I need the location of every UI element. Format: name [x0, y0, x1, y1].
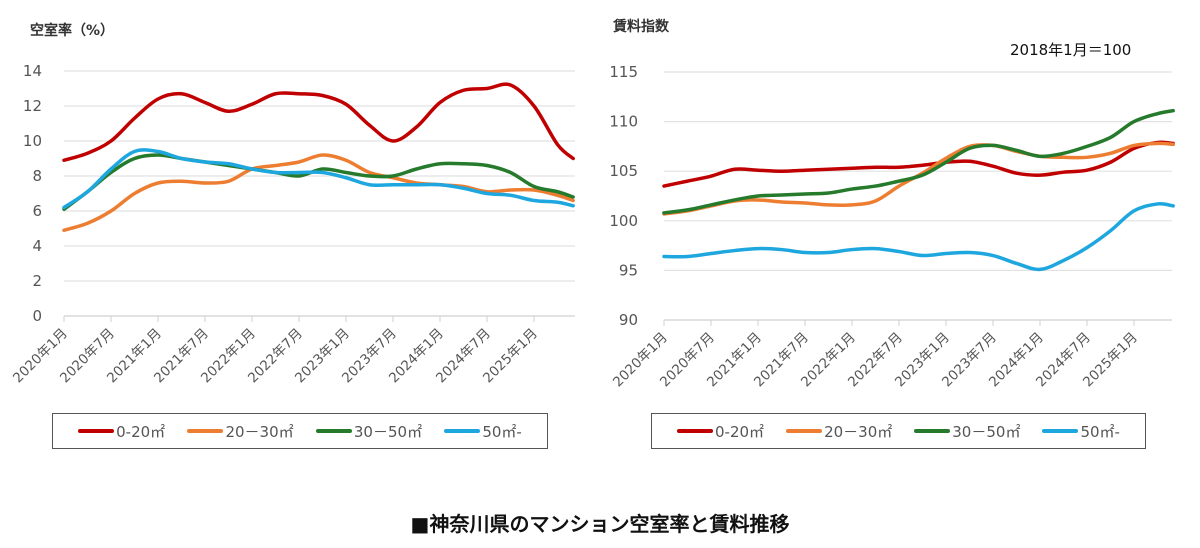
- y-tick-label: 10: [23, 132, 42, 150]
- y-tick-label: 95: [619, 261, 638, 279]
- y-tick-label: 6: [32, 202, 42, 220]
- series-line-20-30: [62, 153, 575, 232]
- legend-item-30-50: 30－50㎡: [315, 421, 423, 442]
- legend-label: 20－30㎡: [225, 422, 294, 441]
- series-line-0-20: [662, 140, 1175, 188]
- legend-item-20-30: 20－30㎡: [187, 421, 294, 442]
- y-tick-label: 0: [32, 307, 42, 325]
- legend-item-20-30: 20－30㎡: [786, 421, 892, 442]
- y-tick-label: 4: [32, 237, 42, 255]
- legend-item-0-20: 0-20㎡: [677, 421, 764, 442]
- y-tick-label: 110: [609, 113, 638, 131]
- series-line-50+: [662, 202, 1175, 272]
- legend-label: 50㎡-: [482, 422, 522, 441]
- rent-legend: 0-20㎡ 20－30㎡ 30－50㎡ 50㎡-: [651, 413, 1146, 449]
- y-tick-label: 90: [619, 311, 638, 329]
- y-tick-label: 100: [609, 212, 638, 230]
- legend-label: 30－50㎡: [353, 422, 423, 441]
- legend-swatch: [315, 429, 352, 433]
- y-tick-label: 2: [32, 272, 42, 290]
- y-tick-label: 12: [23, 97, 42, 115]
- legend-swatch: [444, 429, 481, 433]
- legend-item-30-50: 30－50㎡: [914, 421, 1020, 442]
- legend-swatch: [677, 429, 713, 433]
- legend-label: 20－30㎡: [824, 422, 893, 441]
- legend-label: 0-20㎡: [116, 422, 166, 441]
- rent-base-note: 2018年1月＝100: [1010, 41, 1132, 59]
- legend-swatch: [1042, 429, 1079, 433]
- series-line-30-50: [662, 108, 1175, 215]
- y-tick-label: 14: [23, 62, 42, 80]
- figure-title: ■神奈川県のマンション空室率と賃料推移: [410, 512, 790, 536]
- series-line-50+: [62, 148, 575, 210]
- vacancy-chart-title: 空室率（%）: [30, 23, 115, 39]
- legend-label: 30－50㎡: [952, 422, 1021, 441]
- legend-swatch: [78, 429, 115, 433]
- series-line-30-50: [62, 153, 575, 211]
- vacancy-legend: 0-20㎡ 20－30㎡ 30－50㎡ 50㎡-: [52, 413, 548, 449]
- series-line-0-20: [62, 82, 575, 162]
- y-tick-label: 115: [609, 63, 638, 81]
- legend-swatch: [786, 429, 823, 433]
- legend-swatch: [187, 429, 224, 433]
- legend-item-50plus: 50㎡-: [444, 421, 522, 442]
- series-line-20-30: [662, 141, 1175, 216]
- rent-chart-title: 賃料指数: [613, 19, 669, 35]
- legend-item-50plus: 50㎡-: [1042, 421, 1120, 442]
- legend-item-0-20: 0-20㎡: [78, 421, 165, 442]
- legend-label: 50㎡-: [1080, 422, 1120, 441]
- y-tick-label: 8: [32, 167, 42, 185]
- y-tick-label: 105: [609, 162, 638, 180]
- legend-label: 0-20㎡: [715, 422, 765, 441]
- legend-swatch: [914, 429, 951, 433]
